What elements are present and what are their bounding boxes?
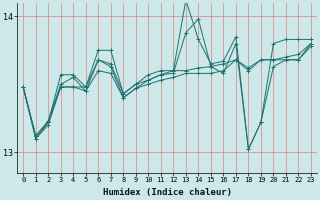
X-axis label: Humidex (Indice chaleur): Humidex (Indice chaleur) [103,188,232,197]
